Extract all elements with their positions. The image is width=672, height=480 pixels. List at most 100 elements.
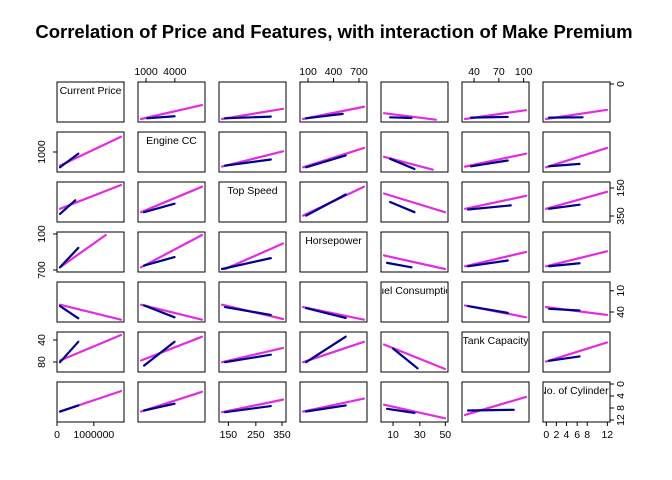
panel-r6-c3	[299, 381, 368, 423]
base-fit-line	[139, 335, 204, 362]
bottom-tick-label: 4	[564, 429, 570, 441]
fit-lines-r6-c4	[382, 403, 447, 420]
premium-fit-line	[466, 408, 515, 412]
base-fit-line	[382, 192, 447, 214]
fit-lines-r1-c6	[544, 146, 609, 169]
base-fit-line	[382, 254, 447, 271]
premium-fit-line	[385, 261, 413, 269]
premium-fit-line	[223, 306, 272, 317]
fit-lines-r1-c2	[220, 150, 285, 168]
top-tick-label: 70	[493, 66, 505, 78]
premium-fit-line	[58, 304, 80, 320]
panel-r4-c0	[56, 281, 125, 323]
premium-fit-line	[146, 115, 176, 120]
diagonal-label: Engine CC	[146, 135, 197, 147]
right-tick-label: 4	[615, 393, 627, 399]
premium-fit-line	[392, 347, 419, 370]
base-fit-line	[139, 103, 204, 121]
fit-lines-r1-c3	[301, 146, 366, 169]
fit-lines-r2-c3	[301, 185, 366, 217]
fit-lines-r5-c2	[220, 346, 285, 364]
fit-lines-r5-c4	[382, 343, 447, 371]
right-tick-label: 0	[615, 381, 627, 387]
right-tick-label: 150	[615, 179, 627, 197]
diagonal-label: Current Price	[60, 85, 122, 97]
premium-fit-line	[220, 257, 272, 271]
base-fit-line	[463, 395, 528, 417]
panel-r0-c0	[56, 81, 125, 123]
premium-fit-line	[385, 407, 416, 414]
panel-r3-c0	[56, 231, 125, 273]
base-fit-line	[223, 242, 285, 271]
base-fit-line	[139, 185, 204, 214]
fit-lines-r6-c0	[58, 390, 123, 413]
panel-r2-c1	[137, 181, 206, 223]
fit-lines-r6-c2	[220, 398, 285, 414]
premium-fit-line	[142, 202, 176, 214]
top-tick-label: 40	[468, 66, 480, 78]
base-fit-line	[544, 190, 609, 210]
fit-lines-r2-c5	[463, 194, 528, 211]
panel-r1-c1	[137, 131, 206, 173]
base-fit-line	[544, 250, 609, 268]
top-tick-label: 400	[325, 66, 343, 78]
fit-lines-r0-c3	[301, 105, 366, 121]
premium-fit-line	[547, 162, 581, 168]
premium-fit-line	[389, 200, 416, 214]
bottom-tick-label: 250	[247, 429, 265, 441]
premium-fit-line	[142, 304, 176, 319]
bottom-tick-label: 8	[584, 429, 590, 441]
left-tick-label: 40	[36, 334, 48, 346]
panel-r6-c5	[461, 381, 530, 423]
fit-lines-r6-c3	[301, 397, 366, 413]
base-fit-line	[220, 346, 285, 364]
premium-fit-line	[304, 193, 347, 217]
panel-r6-c6	[542, 381, 611, 423]
fit-lines-r4-c3	[301, 306, 366, 321]
fit-lines-r3-c4	[382, 254, 447, 271]
right-tick-label: 0	[615, 81, 627, 87]
fit-lines-r4-c1	[139, 303, 204, 321]
bottom-tick-label: 350	[273, 429, 291, 441]
right-tick-label: 350	[615, 207, 627, 225]
axis-ticks: 1000 4000 100 400 700 40 70 1000 1000000 150 250 35…	[36, 66, 627, 441]
fit-lines-r0-c5	[463, 109, 528, 121]
premium-fit-line	[58, 340, 80, 364]
fit-lines-r3-c0	[58, 233, 107, 269]
top-tick-label: 700	[350, 66, 368, 78]
fit-lines-r2-c0	[58, 183, 123, 215]
fit-lines-r5-c3	[301, 335, 366, 364]
premium-fit-line	[389, 116, 413, 120]
diagonal-label: Horsepower	[305, 235, 362, 247]
panel-r3-c4	[380, 231, 449, 273]
premium-fit-line	[142, 402, 176, 412]
top-tick-label: 100	[299, 66, 317, 78]
left-tick-label: 80	[36, 356, 48, 368]
bottom-tick-label: 0	[543, 429, 549, 441]
bottom-tick-label: 150	[220, 429, 238, 441]
panel-r5-c5	[461, 331, 530, 373]
premium-fit-line	[470, 115, 509, 119]
top-tick-label: 4000	[163, 66, 187, 78]
top-tick-label: 1000	[134, 66, 158, 78]
premium-fit-line	[58, 199, 77, 215]
premium-fit-line	[304, 404, 347, 413]
premium-fit-line	[466, 304, 509, 314]
fit-lines-r0-c6	[544, 108, 609, 121]
panel-r0-c5	[461, 81, 530, 123]
base-fit-line	[463, 152, 528, 168]
bottom-tick-label: 0	[54, 429, 60, 441]
panel-r3-c3	[299, 231, 368, 273]
premium-fit-line	[466, 259, 509, 268]
panel-r0-c6	[542, 81, 611, 123]
premium-fit-line	[470, 159, 509, 168]
fit-lines-r5-c1	[139, 335, 204, 367]
panel-r2-c2	[218, 181, 287, 223]
panel-r5-c2	[218, 331, 287, 373]
fit-lines-r6-c1	[139, 390, 204, 413]
fit-lines-r4-c6	[544, 306, 609, 317]
base-fit-line	[58, 303, 123, 321]
fit-lines-r5-c6	[544, 341, 609, 363]
fit-lines-r4-c5	[463, 304, 528, 319]
bottom-tick-label: 2	[553, 429, 559, 441]
